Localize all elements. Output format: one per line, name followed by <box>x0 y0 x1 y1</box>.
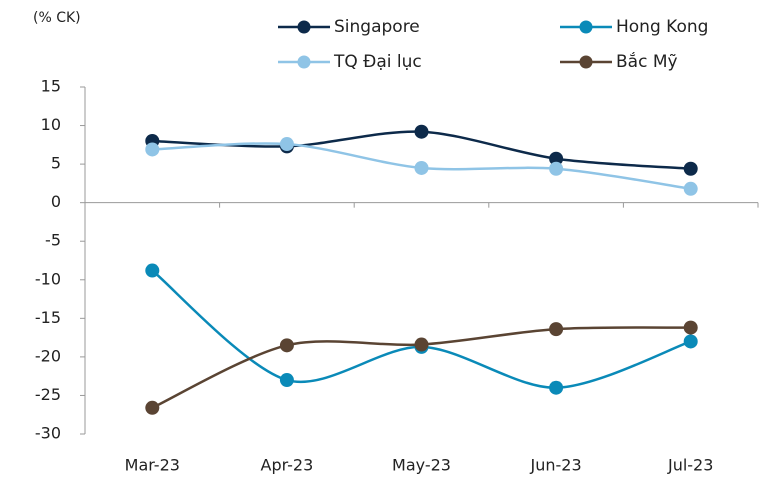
legend-label: Singapore <box>334 17 420 37</box>
point <box>145 263 160 278</box>
y-tick-label: 10 <box>41 115 61 134</box>
y-tick-label: 5 <box>51 154 61 173</box>
x-tick-label: May-23 <box>392 456 451 475</box>
point <box>414 337 429 352</box>
point <box>414 124 429 139</box>
point <box>145 142 160 157</box>
x-tick-label: Apr-23 <box>261 456 314 475</box>
y-tick-label: -20 <box>35 346 61 365</box>
series-line <box>151 269 692 389</box>
point <box>683 334 698 349</box>
legend-marker <box>297 20 311 34</box>
x-tick-label: Jun-23 <box>530 456 582 475</box>
point <box>549 380 564 395</box>
point <box>683 181 698 196</box>
point <box>683 161 698 176</box>
y-tick-label: 0 <box>51 192 61 211</box>
y-tick-label: -15 <box>35 308 61 327</box>
x-tick-label: Jul-23 <box>667 456 713 475</box>
y-tick-label: 15 <box>41 77 61 96</box>
point <box>683 320 698 335</box>
point <box>549 151 564 166</box>
y-axis-label: (% CK) <box>33 10 81 26</box>
y-tick-label: -25 <box>35 385 61 404</box>
point <box>549 322 564 337</box>
y-tick-label: -10 <box>35 269 61 288</box>
legend-marker <box>579 20 593 34</box>
point <box>549 161 564 176</box>
point <box>414 160 429 175</box>
x-tick-label: Mar-23 <box>125 456 180 475</box>
legend-label: TQ Đại lục <box>333 52 422 72</box>
point <box>279 137 294 152</box>
legend-marker <box>297 55 311 69</box>
legend-marker <box>579 55 593 69</box>
point <box>145 400 160 415</box>
point <box>279 338 294 353</box>
legend-label: Hong Kong <box>616 17 708 37</box>
y-tick-label: -5 <box>45 231 61 250</box>
point <box>279 373 294 388</box>
y-tick-label: -30 <box>35 424 61 443</box>
legend-label: Bắc Mỹ <box>616 51 678 72</box>
